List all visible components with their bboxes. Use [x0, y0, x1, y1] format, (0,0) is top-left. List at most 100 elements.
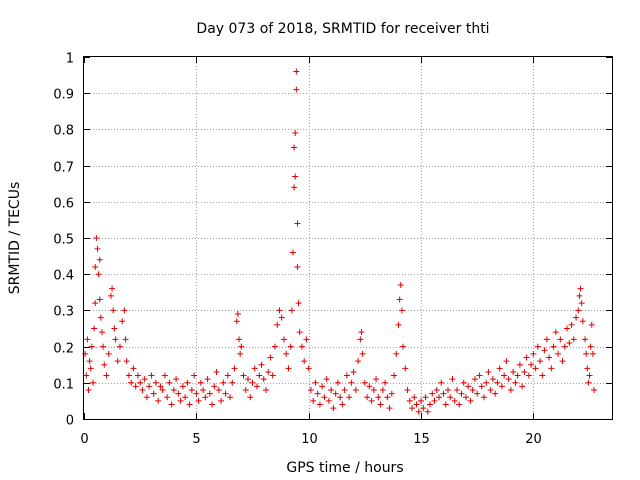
data-point [202, 394, 209, 401]
y-tick-label: 0.4 [53, 269, 74, 284]
y-tick-label: 0.3 [53, 305, 74, 320]
data-point [240, 372, 247, 379]
data-point [88, 343, 95, 350]
data-point [249, 379, 256, 386]
data-point [121, 307, 128, 314]
data-point [552, 329, 559, 336]
data-point [242, 387, 249, 394]
data-point [341, 387, 348, 394]
data-point [357, 336, 364, 343]
data-point [391, 372, 398, 379]
data-point [193, 390, 200, 397]
data-point [548, 365, 555, 372]
data-point [125, 372, 132, 379]
data-point [458, 390, 465, 397]
data-point [400, 343, 407, 350]
data-point [516, 361, 523, 368]
data-point [537, 358, 544, 365]
data-point [197, 379, 204, 386]
data-point [139, 387, 146, 394]
data-point [591, 387, 598, 394]
data-point [157, 383, 164, 390]
data-point [103, 372, 110, 379]
data-point [355, 358, 362, 365]
data-point [521, 368, 528, 375]
data-point [224, 372, 231, 379]
data-point [420, 405, 427, 412]
data-point [305, 365, 312, 372]
axis-ticks: 00.10.20.30.40.50.60.70.80.910 5 10 15 20 [53, 52, 612, 447]
data-point [561, 343, 568, 350]
data-point [586, 372, 593, 379]
data-point [487, 387, 494, 394]
x-axis-label: GPS time / hours [286, 460, 403, 476]
data-point [177, 397, 184, 404]
data-point [398, 307, 405, 314]
data-point [291, 144, 298, 151]
data-point [97, 314, 104, 321]
data-point [91, 325, 98, 332]
data-point [438, 379, 445, 386]
data-point [164, 394, 171, 401]
data-point [112, 336, 119, 343]
grid-lines [84, 57, 612, 419]
data-point [274, 321, 281, 328]
data-point [501, 372, 508, 379]
data-point [396, 296, 403, 303]
data-point [83, 372, 90, 379]
data-point [303, 336, 310, 343]
data-point [211, 383, 218, 390]
data-point [292, 173, 299, 180]
data-point [312, 379, 319, 386]
data-point [271, 343, 278, 350]
data-point [229, 379, 236, 386]
data-point [566, 339, 573, 346]
data-point [85, 387, 92, 394]
data-point [388, 390, 395, 397]
y-tick-label: 0.5 [53, 233, 74, 248]
data-point [293, 68, 300, 75]
data-point [541, 347, 548, 354]
x-tick-label: 20 [525, 432, 542, 447]
data-point [316, 401, 323, 408]
data-point [496, 365, 503, 372]
data-point [86, 358, 93, 365]
data-point [440, 390, 447, 397]
data-point [294, 220, 301, 227]
data-point [415, 408, 422, 415]
data-point [175, 390, 182, 397]
data-point [589, 350, 596, 357]
data-point [314, 390, 321, 397]
data-point [471, 376, 478, 383]
data-point [206, 390, 213, 397]
plot-frame [83, 56, 613, 420]
data-point [293, 86, 300, 93]
data-point [346, 394, 353, 401]
data-point [359, 350, 366, 357]
data-point [184, 379, 191, 386]
data-point [583, 350, 590, 357]
data-point [451, 397, 458, 404]
x-tick-label: 15 [413, 432, 430, 447]
data-point [173, 376, 180, 383]
data-point [209, 401, 216, 408]
data-point [352, 387, 359, 394]
data-point [447, 394, 454, 401]
data-point [114, 358, 121, 365]
data-point [148, 372, 155, 379]
data-point [377, 401, 384, 408]
data-point [231, 365, 238, 372]
data-point [294, 263, 301, 270]
data-point [334, 379, 341, 386]
data-point [404, 387, 411, 394]
data-point [427, 401, 434, 408]
data-point [406, 397, 413, 404]
data-point [386, 405, 393, 412]
data-point [123, 358, 130, 365]
data-point [204, 376, 211, 383]
data-point [251, 365, 258, 372]
data-point [492, 390, 499, 397]
data-point [182, 394, 189, 401]
data-point [382, 379, 389, 386]
